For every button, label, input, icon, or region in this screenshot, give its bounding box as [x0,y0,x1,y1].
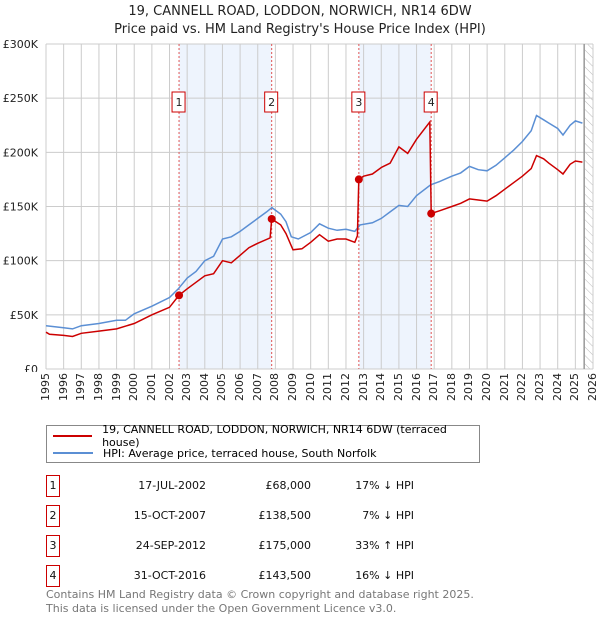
legend-item-hpi: HPI: Average price, terraced house, Sout… [53,445,377,461]
sale-label: 3 [355,96,362,109]
x-tick-label: 2009 [286,373,300,401]
x-tick-label: 2021 [497,373,511,401]
transaction-row: 3 24-SEP-2012 £175,000 33% ↑ HPI [46,535,426,557]
sale-point-marker [427,209,436,218]
sale-marker-badge: 3 [46,535,60,557]
x-tick-label: 2024 [550,373,564,401]
sale-label: 2 [268,96,275,109]
legend-item-property: 19, CANNELL ROAD, LODDON, NORWICH, NR14 … [53,423,479,449]
hpi-diff: 33% ↑ HPI [355,539,414,552]
y-tick-label: £200K [3,146,39,159]
transaction-row: 1 17-JUL-2002 £68,000 17% ↓ HPI [46,475,426,497]
x-tick-label: 2006 [233,373,247,401]
legend-line-red [53,435,93,437]
transaction-row: 2 15-OCT-2007 £138,500 7% ↓ HPI [46,505,426,527]
y-tick-label: £50K [10,309,39,322]
legend-label: 19, CANNELL ROAD, LODDON, NORWICH, NR14 … [102,423,447,449]
x-tick-label: 1999 [109,373,123,401]
sale-date: 15-OCT-2007 [133,509,206,522]
footer-line-1: Contains HM Land Registry data © Crown c… [46,588,474,601]
y-tick-label: £300K [3,38,39,51]
hpi-diff: 7% ↓ HPI [362,509,414,522]
sale-marker-badge: 2 [46,505,60,527]
sale-price: £143,500 [258,569,312,582]
sale-label: 1 [176,96,183,109]
x-tick-label: 2003 [180,373,194,401]
sale-point-marker [175,291,184,300]
y-tick-label: £100K [3,255,39,268]
x-tick-label: 1996 [56,373,70,401]
footer-line-2: This data is licensed under the Open Gov… [46,602,397,615]
price-chart: £0 £50K £100K £150K £200K £250K £300K 1 2 3 4 [3,38,594,372]
x-tick-label: 2013 [356,373,370,401]
legend-line-blue [53,452,93,454]
x-tick-label: 2018 [444,373,458,401]
x-tick-label: 2007 [250,373,264,401]
x-tick-label: 2011 [321,373,335,401]
sale-price: £138,500 [258,509,312,522]
x-tick-label: 1997 [74,373,88,401]
sale-marker-badge: 1 [46,475,60,497]
legend: 19, CANNELL ROAD, LODDON, NORWICH, NR14 … [46,423,480,463]
sale-label-box [171,91,186,113]
sale-marker-badge: 4 [46,565,60,587]
hpi-diff: 16% ↓ HPI [355,569,414,582]
x-tick-label: 2008 [268,373,282,401]
sale-date: 17-JUL-2002 [138,479,206,492]
x-tick-label: 2026 [586,373,599,401]
x-tick-label: 2017 [427,373,441,401]
legend-label: HPI: Average price, terraced house, Sout… [103,446,377,460]
x-tick-label: 2015 [391,373,405,401]
chart-title: 19, CANNELL ROAD, LODDON, NORWICH, NR14 … [128,4,472,19]
x-tick-label: 2014 [374,373,388,401]
x-tick-label: 1995 [39,373,52,401]
sale-point-marker [354,175,363,184]
x-tick-label: 2001 [144,373,158,401]
x-tick-label: 2019 [462,373,476,401]
x-tick-label: 2005 [215,373,229,401]
sale-label-box [423,91,438,113]
y-tick-label: £0 [24,363,38,372]
x-tick-label: 1998 [91,373,105,401]
x-tick-label: 2022 [515,373,529,401]
sale-date: 31-OCT-2016 [133,569,206,582]
x-tick-label: 2016 [409,373,423,401]
y-tick-label: £250K [3,92,39,105]
x-tick-label: 2002 [162,373,176,401]
sale-label: 4 [428,96,435,109]
sale-price: £175,000 [258,539,312,552]
y-tick-label: £150K [3,201,39,214]
x-tick-label: 2012 [338,373,352,401]
x-tick-label: 2004 [197,373,211,401]
x-tick-label: 2025 [568,373,582,401]
transaction-row: 4 31-OCT-2016 £143,500 16% ↓ HPI [46,565,426,587]
chart-subtitle: Price paid vs. HM Land Registry's House … [114,22,486,37]
hpi-line [45,114,583,330]
sale-price: £68,000 [265,479,312,492]
x-tick-label: 2023 [533,373,547,401]
sale-point-marker [267,214,276,223]
sale-label-box [351,91,366,113]
x-tick-label: 2010 [303,373,317,401]
x-tick-label: 2020 [480,373,494,401]
sale-label-box [264,91,279,113]
x-tick-label: 2000 [127,373,141,401]
sale-date: 24-SEP-2012 [135,539,206,552]
hpi-diff: 17% ↓ HPI [355,479,414,492]
